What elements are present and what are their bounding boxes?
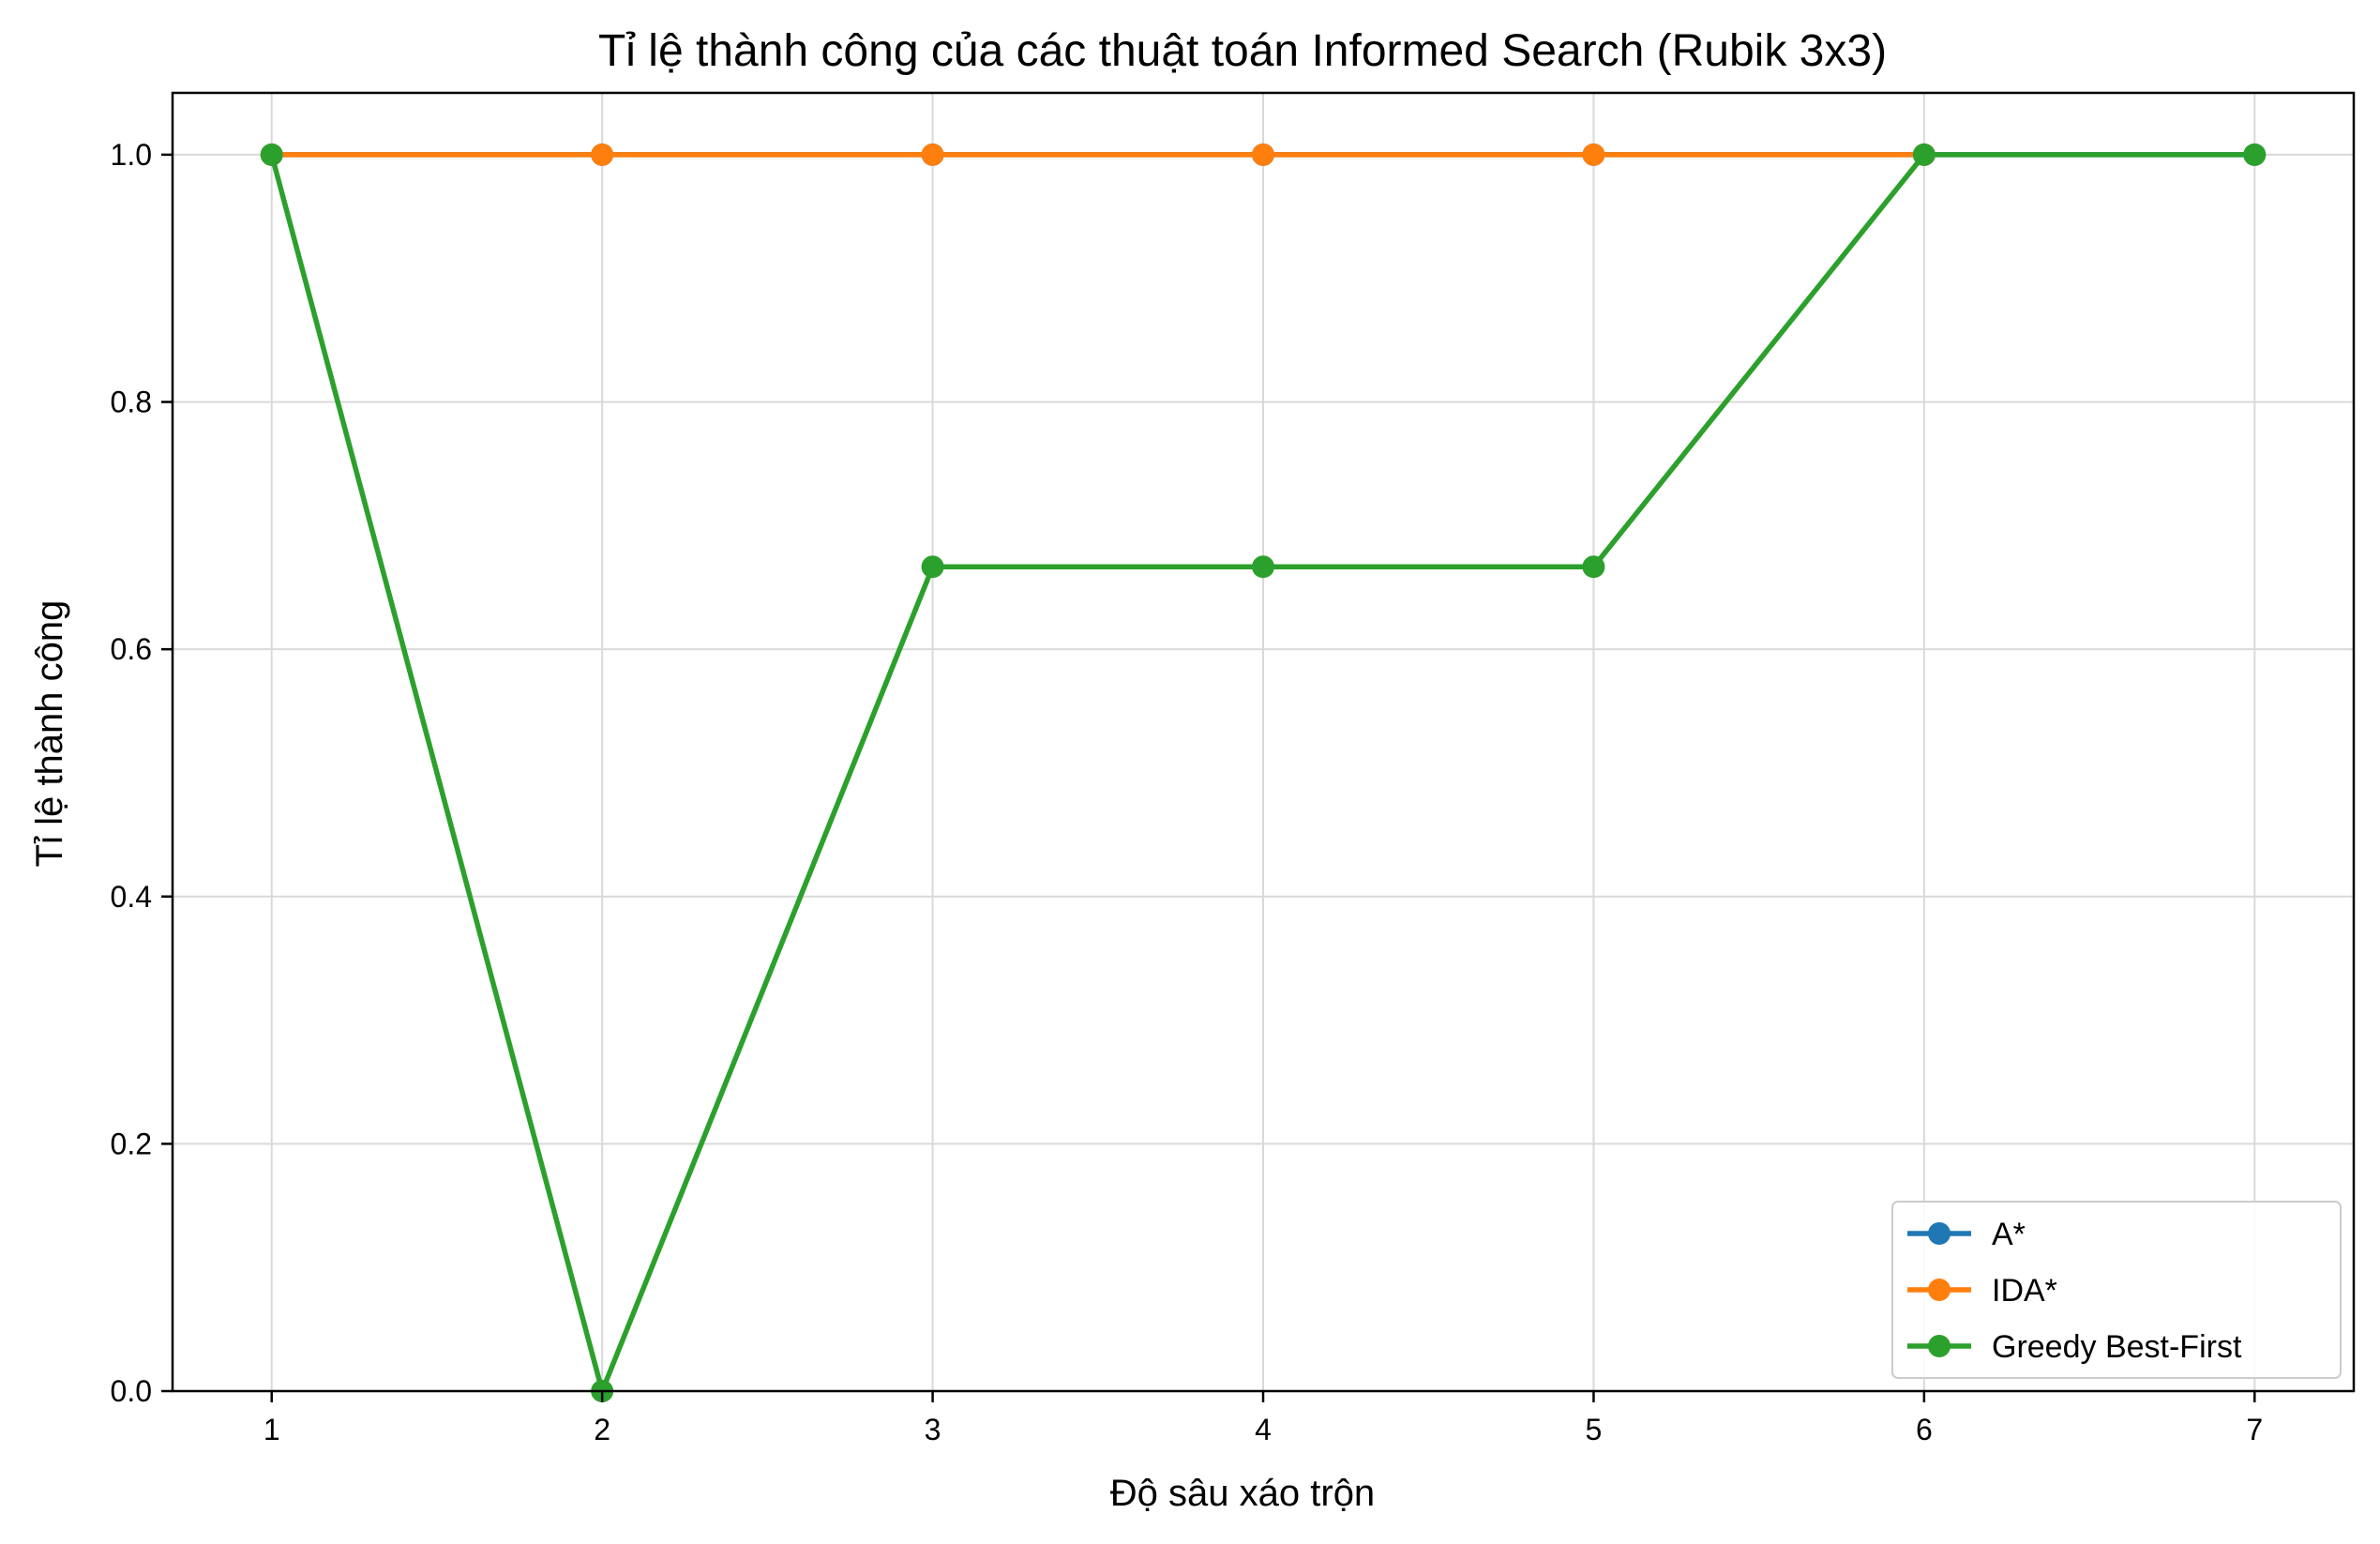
x-tick-label: 3 <box>925 1413 941 1446</box>
data-point <box>1582 555 1605 579</box>
data-point <box>1252 143 1274 166</box>
axes-ticks: 1 2 3 4 5 6 7 0.0 0.2 0.4 0.6 0.8 1.0 <box>111 138 2264 1446</box>
legend-item: Greedy Best-First <box>1907 1329 2242 1365</box>
x-tick-label: 4 <box>1255 1413 1272 1446</box>
x-tick-label: 5 <box>1586 1413 1603 1446</box>
x-tick-label: 6 <box>1916 1413 1933 1446</box>
y-tick-label: 0.2 <box>111 1127 152 1160</box>
data-point <box>1252 555 1274 579</box>
legend-item: A* <box>1907 1217 2026 1252</box>
y-axis-title: Tỉ lệ thành công <box>29 600 70 868</box>
legend-marker <box>1928 1279 1951 1301</box>
y-tick-label: 0.0 <box>111 1374 152 1408</box>
legend-item: IDA* <box>1907 1273 2057 1309</box>
y-tick-label: 0.6 <box>111 632 152 666</box>
legend-label: Greedy Best-First <box>1992 1329 2242 1365</box>
legend-marker <box>1928 1335 1951 1357</box>
y-tick-label: 1.0 <box>111 138 152 172</box>
data-point <box>260 143 283 166</box>
data-point <box>1912 143 1936 166</box>
y-tick-label: 0.4 <box>111 880 152 914</box>
data-point <box>591 143 614 166</box>
x-tick-label: 7 <box>2246 1413 2263 1446</box>
x-axis-title: Độ sâu xáo trộn <box>1110 1473 1375 1514</box>
legend-label: A* <box>1992 1217 2026 1252</box>
data-point <box>921 555 944 579</box>
x-tick-label: 2 <box>594 1413 610 1446</box>
legend-box <box>1891 1201 2342 1379</box>
data-point <box>1582 143 1605 166</box>
chart-title: Tỉ lệ thành công của các thuật toán Info… <box>598 26 1887 76</box>
legend: A* IDA* Greedy Best-First <box>1891 1201 2342 1379</box>
legend-label: IDA* <box>1992 1273 2057 1309</box>
data-point <box>921 143 944 166</box>
y-tick-label: 0.8 <box>111 386 152 419</box>
data-point <box>2243 143 2267 166</box>
legend-marker <box>1928 1222 1951 1245</box>
x-tick-label: 1 <box>264 1413 280 1446</box>
